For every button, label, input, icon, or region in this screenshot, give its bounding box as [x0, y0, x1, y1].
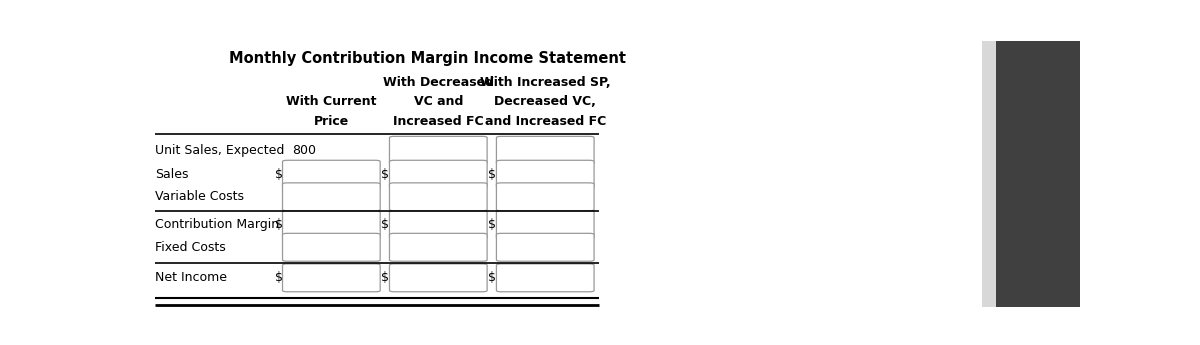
FancyBboxPatch shape: [497, 136, 594, 164]
Text: With Increased SP,: With Increased SP,: [480, 76, 611, 89]
Bar: [983, 41, 996, 307]
FancyBboxPatch shape: [390, 233, 487, 261]
FancyBboxPatch shape: [282, 183, 380, 211]
Text: $: $: [382, 218, 390, 231]
Text: With Current: With Current: [286, 95, 377, 108]
Text: Contribution Margin: Contribution Margin: [155, 218, 278, 231]
Text: Net Income: Net Income: [155, 271, 227, 284]
FancyBboxPatch shape: [282, 160, 380, 188]
FancyBboxPatch shape: [282, 233, 380, 261]
Text: Monthly Contribution Margin Income Statement: Monthly Contribution Margin Income State…: [229, 51, 626, 66]
Text: $: $: [488, 168, 497, 181]
Text: VC and: VC and: [414, 95, 463, 108]
FancyBboxPatch shape: [497, 211, 594, 239]
FancyBboxPatch shape: [282, 211, 380, 239]
FancyBboxPatch shape: [390, 136, 487, 164]
Text: $: $: [275, 218, 282, 231]
Text: $: $: [488, 218, 497, 231]
Text: $: $: [275, 271, 282, 284]
Text: $: $: [275, 168, 282, 181]
FancyBboxPatch shape: [497, 233, 594, 261]
Bar: [996, 41, 1080, 307]
Text: Fixed Costs: Fixed Costs: [155, 241, 226, 254]
Text: $: $: [382, 168, 390, 181]
Text: 800: 800: [292, 144, 316, 157]
FancyBboxPatch shape: [497, 264, 594, 292]
Text: Price: Price: [313, 115, 349, 128]
Text: Sales: Sales: [155, 168, 188, 181]
FancyBboxPatch shape: [390, 211, 487, 239]
Text: Variable Costs: Variable Costs: [155, 190, 244, 203]
FancyBboxPatch shape: [390, 160, 487, 188]
Text: With Decreased: With Decreased: [383, 76, 494, 89]
FancyBboxPatch shape: [390, 183, 487, 211]
Text: Unit Sales, Expected: Unit Sales, Expected: [155, 144, 284, 157]
Text: Increased FC: Increased FC: [392, 115, 484, 128]
Text: $: $: [382, 271, 390, 284]
FancyBboxPatch shape: [390, 264, 487, 292]
FancyBboxPatch shape: [497, 160, 594, 188]
Text: $: $: [488, 271, 497, 284]
Text: and Increased FC: and Increased FC: [485, 115, 606, 128]
FancyBboxPatch shape: [497, 183, 594, 211]
Text: Decreased VC,: Decreased VC,: [494, 95, 596, 108]
FancyBboxPatch shape: [282, 264, 380, 292]
